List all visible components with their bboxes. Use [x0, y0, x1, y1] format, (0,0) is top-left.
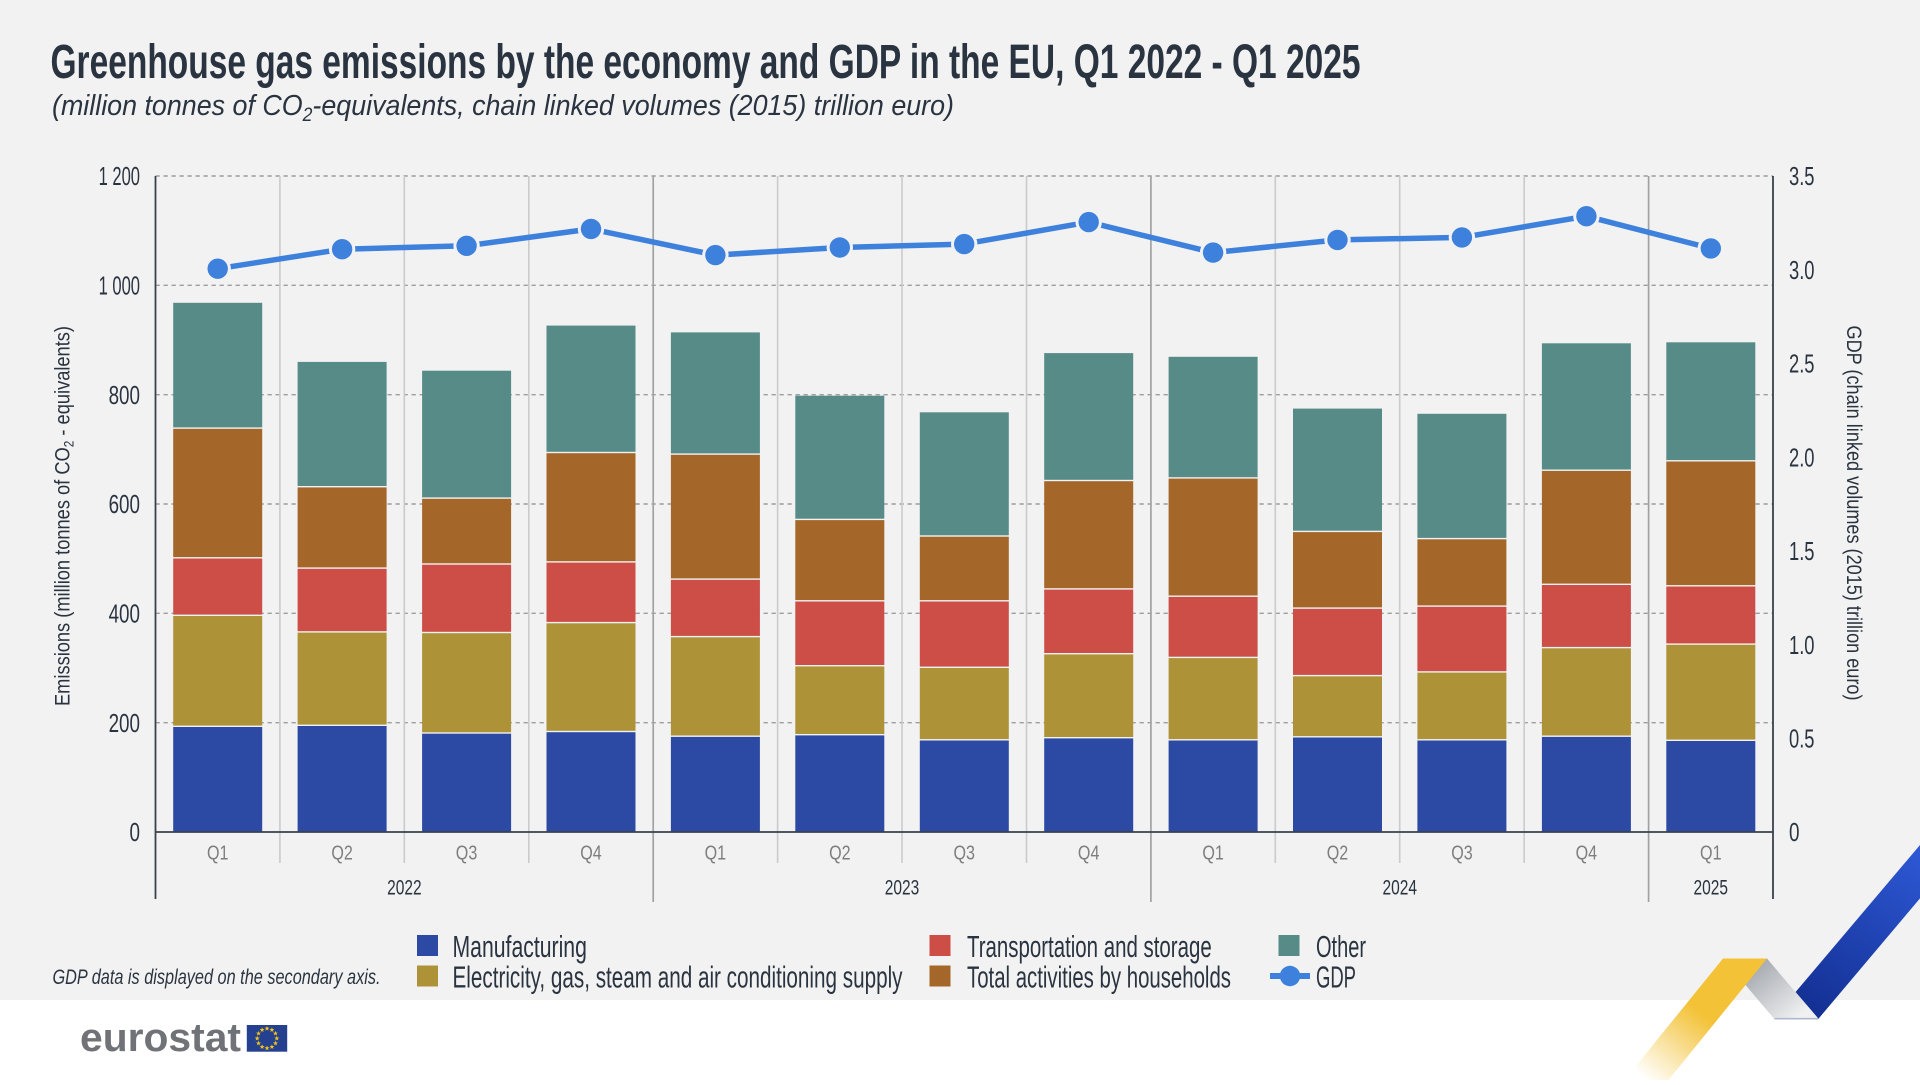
svg-text:2023: 2023	[885, 877, 920, 900]
svg-text:2024: 2024	[1382, 877, 1417, 900]
svg-text:Q1: Q1	[207, 843, 229, 865]
svg-text:Q3: Q3	[456, 843, 478, 865]
svg-text:GDP data is displayed on the s: GDP data is displayed on the secondary a…	[53, 965, 381, 989]
svg-text:Electricity, gas, steam and ai: Electricity, gas, steam and air conditio…	[453, 960, 903, 995]
svg-text:Q1: Q1	[705, 843, 727, 865]
svg-text:Q2: Q2	[331, 843, 353, 865]
svg-text:GDP: GDP	[1316, 960, 1356, 995]
svg-text:400: 400	[109, 599, 140, 629]
svg-text:Other: Other	[1316, 929, 1366, 964]
svg-text:Q2: Q2	[829, 843, 851, 865]
svg-text:0: 0	[130, 817, 141, 847]
svg-text:Q1: Q1	[1700, 843, 1722, 865]
svg-text:Greenhouse gas emissions by th: Greenhouse gas emissions by the economy …	[51, 36, 1361, 89]
svg-text:1 000: 1 000	[99, 271, 140, 301]
svg-text:(million tonnes of CO2-equival: (million tonnes of CO2-equivalents, chai…	[52, 90, 954, 126]
svg-text:Q2: Q2	[1327, 843, 1349, 865]
svg-text:1.0: 1.0	[1789, 630, 1815, 660]
svg-text:600: 600	[109, 489, 140, 519]
svg-text:3.5: 3.5	[1789, 161, 1815, 191]
svg-text:Total activities by households: Total activities by households	[967, 960, 1231, 995]
svg-text:1 200: 1 200	[99, 161, 140, 191]
svg-text:GDP (chain linked volumes (201: GDP (chain linked volumes (2015) trillio…	[1842, 326, 1866, 701]
svg-text:1.5: 1.5	[1789, 536, 1815, 566]
svg-text:Q4: Q4	[1576, 843, 1598, 865]
svg-text:0.5: 0.5	[1789, 723, 1815, 753]
svg-text:2025: 2025	[1694, 877, 1729, 900]
svg-text:Q1: Q1	[1202, 843, 1224, 865]
svg-text:Emissions (million tonnes of C: Emissions (million tonnes of CO2 - equiv…	[51, 326, 77, 706]
svg-text:200: 200	[109, 708, 140, 738]
svg-text:2022: 2022	[387, 877, 422, 900]
svg-text:2.5: 2.5	[1789, 349, 1815, 379]
svg-text:Q4: Q4	[580, 843, 602, 865]
svg-text:Q4: Q4	[1078, 843, 1100, 865]
svg-text:Q3: Q3	[1451, 843, 1473, 865]
svg-text:3.0: 3.0	[1789, 255, 1815, 285]
svg-text:800: 800	[109, 380, 140, 410]
svg-text:Q3: Q3	[954, 843, 976, 865]
svg-text:Transportation and storage: Transportation and storage	[967, 929, 1212, 964]
svg-text:eurostat: eurostat	[80, 1016, 241, 1060]
svg-text:0: 0	[1789, 817, 1800, 847]
svg-text:Manufacturing: Manufacturing	[453, 929, 587, 964]
svg-text:2.0: 2.0	[1789, 442, 1815, 472]
